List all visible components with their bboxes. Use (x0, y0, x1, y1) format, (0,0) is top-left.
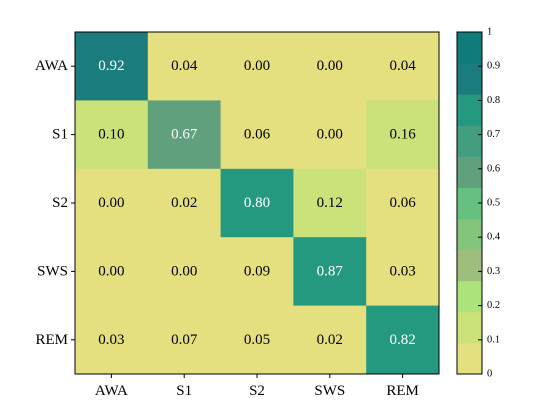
cell-value-label: 0.67 (171, 127, 198, 143)
heatmap-cell (366, 32, 440, 101)
x-tick-label: REM (386, 383, 419, 399)
cell-value-label: 0.06 (244, 127, 271, 143)
colorbar-tick-label: 0.1 (487, 334, 500, 345)
heatmap-cell (293, 32, 367, 101)
colorbar-segment (457, 280, 482, 313)
cell-value-label: 0.03 (389, 263, 415, 279)
colorbar-tick-label: 0.4 (487, 232, 501, 243)
heatmap-cell (220, 32, 294, 101)
cell-value-label: 0.00 (98, 195, 124, 211)
heatmap-cell (220, 305, 294, 375)
cell-value-label: 0.04 (389, 58, 416, 74)
heatmap-cell (366, 168, 440, 238)
y-tick-label: SWS (37, 263, 68, 279)
cell-value-label: 0.00 (317, 127, 343, 143)
heatmap-cell (147, 168, 222, 238)
colorbar-segment (457, 125, 482, 157)
heatmap-cell (366, 237, 440, 307)
cell-value-label: 0.05 (244, 332, 270, 348)
y-tick-label: S2 (52, 195, 68, 211)
cell-value-label: 0.00 (244, 58, 270, 74)
cell-value-label: 0.06 (389, 195, 416, 211)
cell-value-label: 0.16 (389, 127, 416, 143)
cell-value-label: 0.04 (171, 58, 198, 74)
y-tick-labels: AWA S1 S2 SWS REM (35, 58, 75, 348)
colorbar-segment (457, 311, 482, 344)
heatmap-cell (366, 305, 440, 375)
heatmap-cell (75, 168, 149, 238)
heatmap-cells: 0.92 0.04 0.00 0.00 0.04 0.10 0.67 0.06 0.00 0.16… (75, 32, 440, 375)
colorbar-tick-label: 0.2 (487, 300, 500, 311)
colorbar-tick-label: 0.3 (487, 266, 500, 277)
cell-value-label: 0.10 (98, 127, 124, 143)
heatmap-cell (220, 168, 294, 238)
heatmap-cell (147, 237, 222, 307)
cell-value-label: 0.00 (171, 263, 197, 279)
colorbar-segment (457, 187, 482, 220)
cell-value-label: 0.00 (317, 58, 343, 74)
y-tick-label: REM (35, 332, 68, 348)
x-tick-labels: AWA S1 S2 SWS REM (95, 374, 419, 399)
heatmap-cell (147, 32, 222, 101)
cell-value-label: 0.12 (317, 195, 343, 211)
cell-value-label: 0.03 (98, 332, 124, 348)
cell-value-label: 0.02 (171, 195, 197, 211)
colorbar-tick-label: 0.6 (487, 163, 500, 174)
colorbar-segment (457, 94, 482, 126)
heatmap-cell (293, 168, 367, 238)
x-tick-label: SWS (314, 383, 345, 399)
heatmap-cell (366, 100, 440, 170)
colorbar-tick-label: 1 (487, 27, 492, 38)
x-tick-label: S2 (249, 383, 265, 399)
colorbar-tick-label: 0.8 (487, 95, 500, 106)
cell-value-label: 0.92 (98, 58, 124, 74)
colorbar-tick-label: 0.5 (487, 198, 500, 209)
y-tick-label: S1 (52, 127, 68, 143)
heatmap-cell (293, 305, 367, 375)
heatmap-cell (293, 237, 367, 307)
heatmap-cell (220, 100, 294, 170)
cell-value-label: 0.09 (244, 263, 270, 279)
cell-value-label: 0.07 (171, 332, 198, 348)
colorbar-segment (457, 156, 482, 188)
cell-value-label: 0.02 (317, 332, 343, 348)
x-tick-label: AWA (95, 383, 128, 399)
colorbar-tick-label: 0 (487, 369, 492, 380)
heatmap-cell (75, 237, 149, 307)
cell-value-label: 0.82 (389, 332, 415, 348)
heatmap-cell (147, 305, 222, 375)
cell-value-label: 0.00 (98, 263, 124, 279)
heatmap-cell (75, 305, 149, 375)
x-tick-label: S1 (176, 383, 192, 399)
cell-value-label: 0.87 (317, 263, 344, 279)
heatmap-cell (75, 100, 149, 170)
heatmap-cell (293, 100, 367, 170)
colorbar-segment (457, 342, 482, 375)
colorbar-segment (457, 249, 482, 282)
heatmap-cell (75, 32, 149, 101)
colorbar: 0 0.1 0.2 0.3 0.4 0.5 0.6 0.7 0.8 0.9 1 (456, 27, 501, 380)
colorbar-segment (457, 63, 482, 95)
cell-value-label: 0.80 (244, 195, 270, 211)
colorbar-segment (457, 218, 482, 251)
y-tick-label: AWA (35, 58, 68, 74)
colorbar-tick-label: 0.9 (487, 61, 500, 72)
colorbar-tick-label: 0.7 (487, 129, 500, 140)
heatmap-cell (147, 100, 222, 170)
colorbar-segment (457, 32, 482, 64)
heatmap-cell (220, 237, 294, 307)
